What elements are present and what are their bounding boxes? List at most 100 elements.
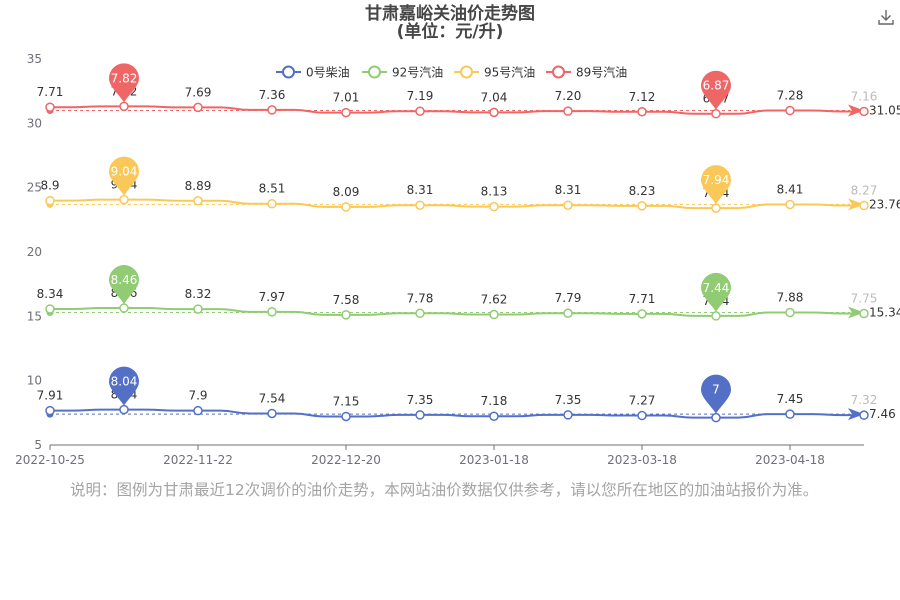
max-marker-label: 7.82	[111, 71, 138, 85]
legend-label: 0号柴油	[306, 66, 350, 80]
series-line	[50, 408, 864, 419]
data-label: 7.36	[259, 88, 286, 102]
data-label: 8.41	[777, 182, 804, 196]
x-tick-label: 2023-03-18	[607, 453, 677, 467]
min-marker-pin	[701, 374, 731, 414]
data-point	[415, 308, 425, 319]
data-point	[637, 410, 647, 421]
avg-label: 23.76	[869, 197, 900, 211]
data-label: 8.9	[40, 179, 59, 193]
data-label: 7.62	[481, 293, 508, 307]
y-tick-label: 15	[27, 309, 42, 323]
data-point	[785, 307, 795, 318]
data-label: 7.32	[851, 393, 878, 407]
data-point	[341, 310, 351, 320]
legend-marker	[460, 65, 473, 79]
data-point	[489, 411, 499, 421]
max-marker-pin	[109, 63, 139, 103]
data-point	[785, 105, 795, 116]
data-label: 7.20	[555, 89, 582, 103]
data-point	[711, 311, 721, 321]
series-line	[50, 307, 864, 317]
data-point	[711, 108, 721, 119]
data-point	[267, 198, 277, 209]
legend-marker	[552, 65, 565, 79]
series-line	[50, 198, 864, 210]
data-point	[45, 304, 55, 314]
data-label: 7.69	[185, 85, 212, 99]
max-marker-pin	[109, 156, 139, 196]
data-label: 8.27	[851, 184, 878, 198]
data-label: 7.71	[37, 85, 64, 99]
x-tick-label: 2022-11-22	[163, 453, 233, 467]
data-point	[415, 200, 425, 210]
y-tick-label: 30	[27, 116, 42, 130]
data-point	[489, 201, 499, 212]
data-point	[859, 106, 869, 117]
min-marker-pin	[701, 272, 731, 312]
avg-arrow	[848, 198, 864, 211]
data-label: 7.88	[777, 291, 804, 305]
data-label: 7.58	[333, 293, 360, 307]
data-point	[563, 200, 573, 210]
series-3: 31.05 7.71 7.82 7.69 7.36 7.01 7.19 7.04 7.20 7.1…	[37, 63, 900, 119]
data-point	[45, 405, 55, 416]
data-label: 7.01	[333, 91, 360, 105]
max-marker-label: 8.04	[111, 375, 138, 389]
data-point	[267, 105, 277, 115]
data-label: 8.09	[333, 185, 360, 199]
min-marker-label: 6.87	[703, 79, 730, 93]
data-point	[119, 404, 129, 415]
data-label: 8.13	[481, 185, 508, 199]
data-point	[563, 410, 573, 420]
legend-label: 89号汽油	[576, 65, 627, 80]
data-point	[193, 196, 203, 206]
legend-marker	[368, 65, 381, 79]
data-label: 7.35	[407, 393, 434, 407]
data-label: 7.97	[259, 290, 286, 304]
series-2: 23.76 8.9 9.04 8.89 8.51 8.09 8.31 8.13 8.31 8.23…	[40, 156, 900, 213]
download-icon[interactable]	[876, 7, 896, 27]
data-label: 8.23	[629, 184, 656, 198]
max-marker-pin	[109, 265, 139, 305]
y-tick-label: 5	[34, 438, 42, 452]
max-marker-label: 9.04	[111, 165, 138, 179]
data-label: 7.54	[259, 391, 286, 405]
data-label: 7.9	[188, 389, 207, 403]
data-label: 7.75	[851, 292, 878, 306]
chart-title: 甘肃嘉峪关油价走势图	[365, 4, 535, 24]
data-point	[341, 202, 351, 212]
data-point	[119, 101, 129, 112]
min-marker-pin	[701, 70, 731, 110]
data-label: 7.27	[629, 394, 656, 408]
data-label: 7.18	[481, 394, 508, 408]
data-point	[637, 309, 647, 319]
data-label: 7.45	[777, 392, 804, 406]
data-point	[785, 199, 795, 210]
data-point	[193, 405, 203, 416]
avg-label: 31.05	[869, 103, 900, 117]
data-label: 7.79	[555, 291, 582, 305]
data-label: 8.31	[407, 183, 434, 197]
data-label: 7.78	[407, 291, 434, 305]
data-label: 7.12	[629, 90, 656, 104]
data-point	[341, 107, 351, 118]
series-line	[50, 105, 864, 115]
data-point	[415, 106, 425, 116]
data-point	[859, 200, 869, 211]
avg-label: 7.46	[869, 407, 896, 421]
legend-marker	[282, 65, 295, 79]
x-tick-label: 2023-04-18	[755, 453, 825, 467]
x-tick-label: 2022-12-20	[311, 453, 381, 467]
data-point	[267, 408, 277, 419]
chart-note: 说明：图例为甘肃最近12次调价的油价走势，本网站油价数据仅供参考，请以您所在地区…	[70, 481, 819, 499]
data-label: 8.32	[185, 287, 212, 301]
data-point	[489, 107, 499, 118]
x-tick-label: 2023-01-18	[459, 453, 529, 467]
data-label: 8.34	[37, 287, 64, 301]
series-0: 7.46 7.91 8.04 7.9 7.54 7.15 7.35 7.18 7.35 7.27 7…	[37, 366, 896, 423]
data-label: 7.19	[407, 89, 434, 103]
data-label: 7.04	[481, 90, 508, 104]
data-point	[859, 308, 869, 319]
